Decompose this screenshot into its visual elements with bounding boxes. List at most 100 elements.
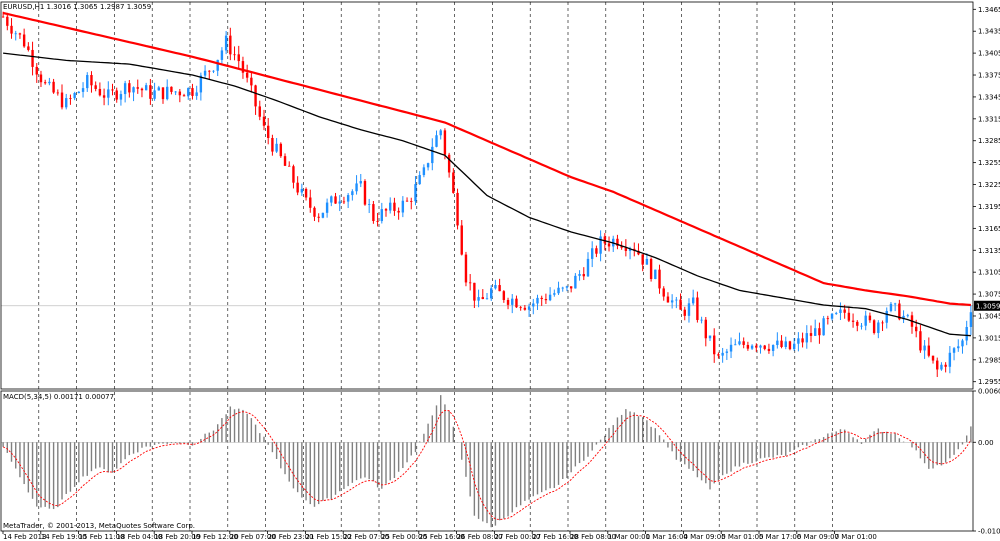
candle-body xyxy=(216,59,219,71)
candle-body xyxy=(304,188,308,198)
candle-body xyxy=(313,207,316,217)
x-tick-label: 28 Feb 08:00 xyxy=(570,533,616,541)
candle-body xyxy=(548,294,552,301)
candle-body xyxy=(919,331,922,351)
candle-body xyxy=(149,85,152,99)
candle-body xyxy=(456,192,459,226)
candle-body xyxy=(128,83,131,93)
candle-body xyxy=(590,248,594,259)
candle-body xyxy=(969,312,973,327)
candle-body xyxy=(153,90,156,99)
candle-body xyxy=(119,94,123,100)
x-tick-label: 20 Feb 07:00 xyxy=(230,533,276,541)
candle-body xyxy=(355,183,358,192)
candle-body xyxy=(166,86,169,100)
x-tick-label: 27 Feb 00:00 xyxy=(494,533,540,541)
candle-body xyxy=(536,297,539,304)
candle-body xyxy=(683,309,686,316)
candle-body xyxy=(936,360,939,370)
candle-body xyxy=(107,89,110,98)
candle-body xyxy=(691,297,695,304)
candle-body xyxy=(784,341,787,347)
current-price-box xyxy=(974,300,1000,311)
candle-body xyxy=(233,54,236,56)
candle-body xyxy=(696,297,699,320)
x-tick-label: 14 Feb 2013 xyxy=(3,533,47,541)
candle-body xyxy=(628,248,632,251)
candle-body xyxy=(473,282,476,301)
candle-body xyxy=(792,343,796,350)
candle-body xyxy=(750,345,754,349)
x-tick-label: 6 Mar 09:00 xyxy=(797,533,839,541)
candle-body xyxy=(426,163,430,168)
candle-body xyxy=(367,204,371,205)
x-tick-label: 5 Mar 17:00 xyxy=(759,533,801,541)
candle-body xyxy=(856,321,859,326)
grid-lines xyxy=(1,2,973,531)
candle-body xyxy=(944,364,947,367)
candle-body xyxy=(283,156,287,166)
candle-body xyxy=(843,309,846,313)
candle-body xyxy=(544,299,548,301)
y-tick-label: 1.3405 xyxy=(978,50,1000,58)
candle-body xyxy=(6,16,9,26)
price-candles xyxy=(1,11,973,378)
candle-body xyxy=(203,70,207,76)
candle-body xyxy=(418,175,421,185)
candle-body xyxy=(452,172,455,193)
y-tick-label: 1.3255 xyxy=(978,159,1000,167)
candle-body xyxy=(818,328,821,336)
candle-body xyxy=(363,181,367,205)
candle-body xyxy=(557,287,560,294)
candle-body xyxy=(868,315,872,321)
candle-body xyxy=(767,348,771,351)
candle-body xyxy=(881,322,884,324)
candle-body xyxy=(885,310,888,323)
candle-body xyxy=(948,352,952,367)
candle-body xyxy=(519,307,522,309)
candle-body xyxy=(952,348,956,353)
candle-body xyxy=(763,345,766,349)
candle-body xyxy=(595,248,598,254)
candle-body xyxy=(266,125,270,138)
candle-body xyxy=(380,209,384,222)
candle-body xyxy=(666,296,670,303)
candle-body xyxy=(460,225,463,255)
price-chart-title: EURUSD,H1 1.3016 1.3065 1.2987 1.3059 xyxy=(3,3,151,11)
macd-tick-label: -0.0104 xyxy=(978,528,1000,536)
y-tick-label: 1.3435 xyxy=(978,28,1000,36)
candle-body xyxy=(401,200,405,213)
candle-body xyxy=(77,91,81,94)
candle-body xyxy=(338,201,341,204)
candle-body xyxy=(372,204,375,222)
candle-body xyxy=(561,287,564,289)
price-panel-frame xyxy=(0,1,974,390)
candle-body xyxy=(687,303,691,316)
candle-body xyxy=(10,25,13,34)
macd-chart-title: MACD(5,34,5) 0.00171 0.00077 xyxy=(3,393,114,401)
candle-body xyxy=(397,210,400,213)
x-tick-label: 19 Feb 12:00 xyxy=(192,533,238,541)
candle-body xyxy=(906,315,909,317)
candle-body xyxy=(376,221,379,222)
y-tick-label: 1.3285 xyxy=(978,137,1000,145)
candle-body xyxy=(523,307,527,310)
macd-panel-frame xyxy=(0,390,974,532)
candle-body xyxy=(237,54,240,62)
candle-body xyxy=(498,285,501,292)
candle-body xyxy=(805,333,808,343)
macd-tick-label: 0.00 xyxy=(978,439,994,447)
candle-body xyxy=(195,92,198,96)
candle-body xyxy=(780,340,783,347)
candle-body xyxy=(742,341,745,345)
candle-body xyxy=(511,298,514,305)
candle-body xyxy=(342,201,346,203)
x-tick-label: 21 Feb 15:00 xyxy=(305,533,351,541)
candle-body xyxy=(224,35,228,51)
candle-body xyxy=(389,202,392,211)
candle-body xyxy=(569,286,573,289)
candle-body xyxy=(902,315,905,320)
candle-body xyxy=(771,345,775,351)
candle-body xyxy=(658,269,661,289)
candle-body xyxy=(220,50,224,60)
